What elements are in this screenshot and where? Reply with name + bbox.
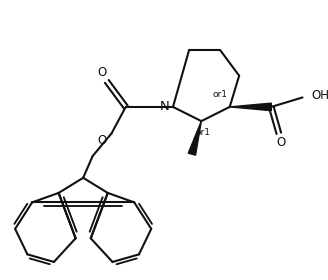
Polygon shape (230, 103, 271, 111)
Text: OH: OH (311, 89, 328, 102)
Text: N: N (160, 101, 169, 113)
Text: or1: or1 (213, 90, 228, 99)
Text: O: O (276, 136, 285, 149)
Polygon shape (188, 121, 201, 155)
Text: or1: or1 (196, 128, 211, 137)
Text: O: O (97, 134, 107, 148)
Text: O: O (97, 66, 107, 80)
